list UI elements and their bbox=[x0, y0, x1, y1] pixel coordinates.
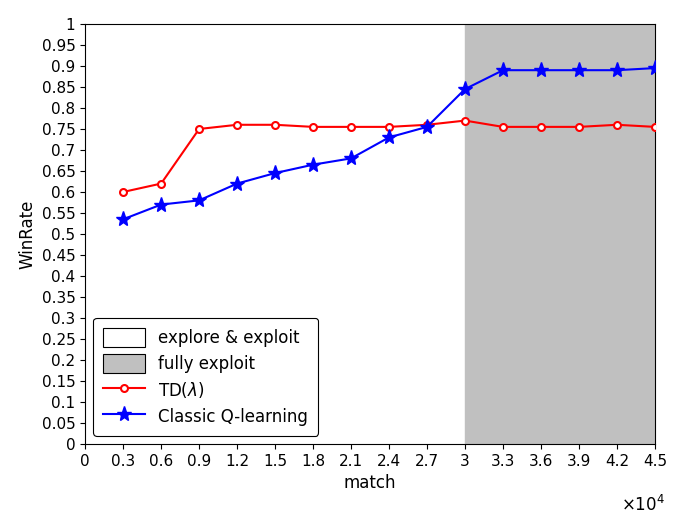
Y-axis label: WinRate: WinRate bbox=[18, 199, 36, 269]
Text: $\times10^4$: $\times10^4$ bbox=[621, 495, 664, 515]
Bar bbox=[465, 24, 655, 444]
X-axis label: match: match bbox=[344, 474, 397, 492]
Legend: explore & exploit, fully exploit, TD($\lambda$), Classic Q-learning: explore & exploit, fully exploit, TD($\l… bbox=[93, 318, 319, 436]
